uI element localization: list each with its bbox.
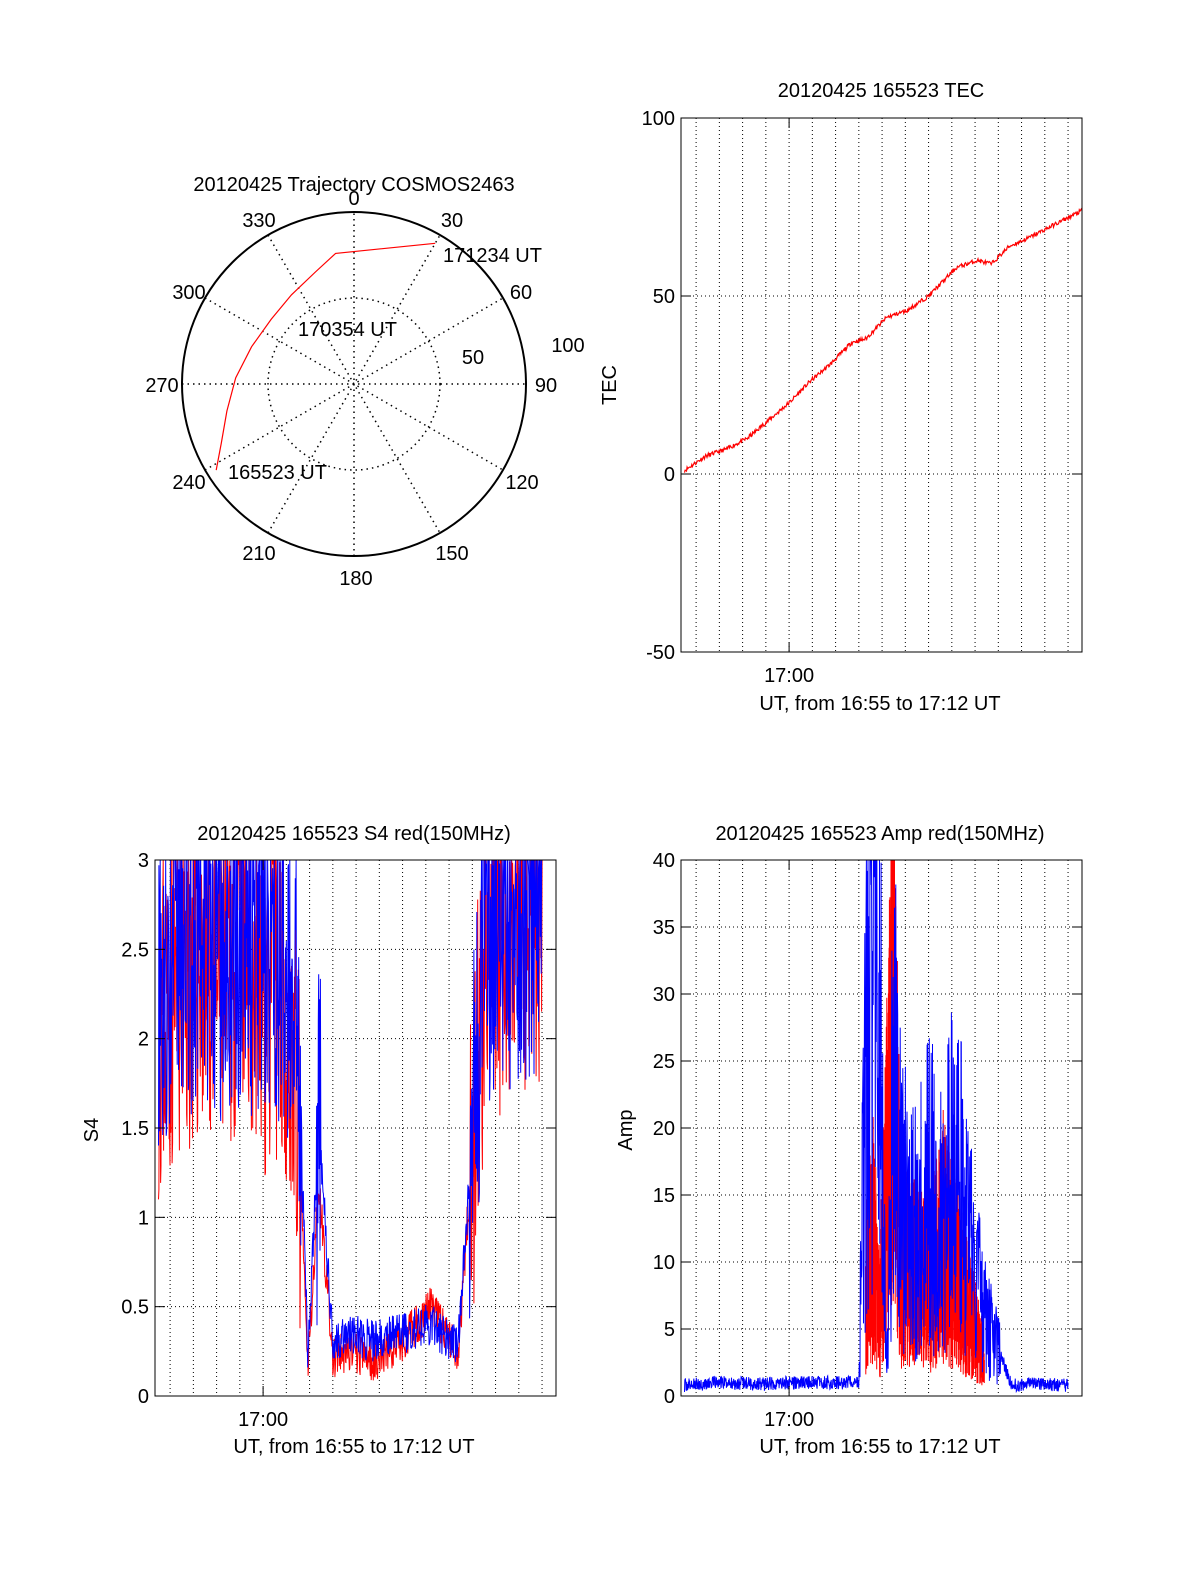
s4-series-1 <box>158 859 543 1368</box>
polar-az-label-270: 270 <box>145 375 178 397</box>
s4-xtick-label: 17:00 <box>238 1409 288 1431</box>
trajectory-line <box>215 242 436 471</box>
tec-ytick-label: 0 <box>664 464 675 486</box>
s4-ylabel: S4 <box>81 1118 103 1142</box>
polar-grid <box>181 211 527 557</box>
amp-xtick-label: 17:00 <box>764 1409 814 1431</box>
tec-series <box>683 207 1083 473</box>
polar-az-label-90: 90 <box>535 375 557 397</box>
polar-az-label-210: 210 <box>242 543 275 565</box>
tec-y-ticks: -50 0 50 100 <box>642 108 1082 664</box>
polar-ring-50 <box>267 297 441 471</box>
tec-ytick-label: 100 <box>642 108 675 130</box>
polar-radial-label-50: 50 <box>462 347 484 369</box>
amp-xlabel: UT, from 16:55 to 17:12 UT <box>759 1436 1000 1458</box>
s4-grid <box>155 860 556 1396</box>
polar-az-label-150: 150 <box>435 543 468 565</box>
tec-title: 20120425 165523 TEC <box>778 80 984 102</box>
amp-ytick-label: 25 <box>653 1051 675 1073</box>
amp-panel: 20120425 165523 Amp red(150MHz) 0 5 10 15 20… <box>615 823 1083 1458</box>
s4-panel: 20120425 165523 S4 red(150MHz) 0 0.5 1 1.5 2… <box>81 823 557 1458</box>
s4-ytick-label: 2 <box>138 1029 149 1051</box>
tec-xtick-label: 17:00 <box>764 665 814 687</box>
polar-trajectory <box>215 242 436 471</box>
amp-y-ticks: 0 5 10 15 20 25 30 35 40 <box>653 850 1082 1408</box>
tec-ytick-label: -50 <box>646 642 675 664</box>
tec-ylabel: TEC <box>599 365 621 405</box>
polar-az-label-30: 30 <box>441 210 463 232</box>
amp-ytick-label: 15 <box>653 1185 675 1207</box>
tec-grid <box>681 118 1082 652</box>
tec-x-ticks: 17:00 <box>764 118 814 687</box>
amp-x-ticks: 17:00 <box>764 860 814 1431</box>
amp-ytick-label: 5 <box>664 1319 675 1341</box>
amp-ytick-label: 10 <box>653 1252 675 1274</box>
s4-ytick-label: 2.5 <box>121 939 149 961</box>
polar-spoke-150 <box>267 234 441 534</box>
polar-az-label-60: 60 <box>510 282 532 304</box>
tec-ytick-label: 50 <box>653 286 675 308</box>
polar-title: 20120425 Trajectory COSMOS2463 <box>193 174 514 196</box>
trajectory-end-label: 171234 UT <box>443 245 542 267</box>
s4-ytick-label: 1.5 <box>121 1118 149 1140</box>
amp-ytick-label: 0 <box>664 1386 675 1408</box>
polar-az-label-180: 180 <box>339 568 372 590</box>
amp-ytick-label: 40 <box>653 850 675 872</box>
amp-ylabel: Amp <box>615 1109 637 1150</box>
tec-series-0 <box>683 207 1083 473</box>
amp-ytick-label: 20 <box>653 1118 675 1140</box>
polar-az-label-0: 0 <box>348 188 359 210</box>
s4-y-ticks: 0 0.5 1 1.5 2 2.5 3 <box>121 850 556 1408</box>
s4-ytick-label: 0 <box>138 1386 149 1408</box>
amp-ytick-label: 35 <box>653 917 675 939</box>
amp-series <box>684 859 1069 1394</box>
s4-series <box>158 859 543 1381</box>
amp-title: 20120425 165523 Amp red(150MHz) <box>715 823 1044 845</box>
polar-panel: 20120425 Trajectory COSMOS2463 0 30 60 9… <box>145 174 584 590</box>
amp-ytick-label: 30 <box>653 984 675 1006</box>
polar-az-label-120: 120 <box>505 472 538 494</box>
s4-ytick-label: 3 <box>138 850 149 872</box>
s4-title: 20120425 165523 S4 red(150MHz) <box>197 823 511 845</box>
polar-azimuth-labels: 0 30 60 90 120 150 180 210 240 270 300 3… <box>145 188 557 590</box>
s4-ytick-label: 0.5 <box>121 1297 149 1319</box>
s4-ytick-label: 1 <box>138 1207 149 1229</box>
polar-az-label-300: 300 <box>172 282 205 304</box>
polar-radial-label-100: 100 <box>551 335 584 357</box>
polar-az-label-330: 330 <box>242 210 275 232</box>
s4-x-ticks: 17:00 <box>238 860 288 1431</box>
tec-xlabel: UT, from 16:55 to 17:12 UT <box>759 693 1000 715</box>
s4-xlabel: UT, from 16:55 to 17:12 UT <box>233 1436 474 1458</box>
polar-az-label-240: 240 <box>172 472 205 494</box>
tec-frame <box>680 117 1083 653</box>
trajectory-mid-label: 170354 UT <box>298 319 397 341</box>
trajectory-start-label: 165523 UT <box>228 462 327 484</box>
